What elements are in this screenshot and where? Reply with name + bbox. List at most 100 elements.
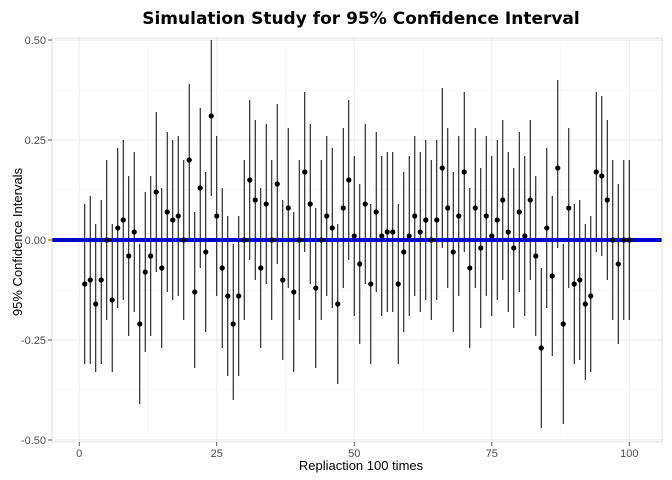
point-estimate bbox=[373, 209, 379, 215]
point-estimate bbox=[577, 277, 583, 283]
point-estimate bbox=[483, 213, 489, 219]
point-estimate bbox=[109, 297, 115, 303]
point-estimate bbox=[417, 229, 423, 235]
point-estimate bbox=[621, 237, 627, 243]
point-estimate bbox=[313, 285, 319, 291]
point-estimate bbox=[571, 281, 577, 287]
point-estimate bbox=[384, 229, 390, 235]
point-estimate bbox=[456, 213, 462, 219]
chart-title: Simulation Study for 95% Confidence Inte… bbox=[142, 9, 580, 29]
point-estimate bbox=[197, 185, 203, 191]
x-tick-label: 0 bbox=[76, 448, 82, 460]
point-estimate bbox=[368, 281, 374, 287]
point-estimate bbox=[549, 273, 555, 279]
point-estimate bbox=[461, 169, 467, 175]
point-estimate bbox=[203, 249, 209, 255]
point-estimate bbox=[87, 277, 93, 283]
point-estimate bbox=[269, 237, 275, 243]
point-estimate bbox=[236, 293, 242, 299]
point-estimate bbox=[192, 289, 198, 295]
point-estimate bbox=[263, 201, 269, 207]
point-estimate bbox=[335, 301, 341, 307]
point-estimate bbox=[324, 213, 330, 219]
point-estimate bbox=[214, 213, 220, 219]
point-estimate bbox=[610, 237, 616, 243]
point-estimate bbox=[555, 165, 561, 171]
point-estimate bbox=[434, 217, 440, 223]
point-estimate bbox=[412, 213, 418, 219]
point-estimate bbox=[511, 245, 517, 251]
point-estimate bbox=[357, 261, 363, 267]
point-estimate bbox=[82, 281, 88, 287]
point-estimate bbox=[131, 229, 137, 235]
point-estimate bbox=[450, 249, 456, 255]
point-estimate bbox=[120, 217, 126, 223]
point-estimate bbox=[115, 225, 121, 231]
point-estimate bbox=[467, 265, 473, 271]
point-estimate bbox=[241, 237, 247, 243]
point-estimate bbox=[472, 205, 478, 211]
point-estimate bbox=[522, 233, 528, 239]
point-estimate bbox=[329, 225, 335, 231]
point-estimate bbox=[401, 249, 407, 255]
point-estimates bbox=[82, 113, 632, 351]
x-tick-label: 25 bbox=[211, 448, 223, 460]
y-tick-label: 0.25 bbox=[25, 135, 46, 147]
point-estimate bbox=[230, 321, 236, 327]
y-axis-title: 95% Confidence Intervals bbox=[10, 167, 25, 316]
point-estimate bbox=[302, 169, 308, 175]
point-estimate bbox=[274, 181, 280, 187]
point-estimate bbox=[582, 301, 588, 307]
point-estimate bbox=[340, 205, 346, 211]
point-estimate bbox=[208, 113, 214, 119]
x-axis-title: Repliaction 100 times bbox=[299, 458, 424, 473]
point-estimate bbox=[362, 201, 368, 207]
point-estimate bbox=[516, 209, 522, 215]
point-estimate bbox=[593, 169, 599, 175]
point-estimate bbox=[137, 321, 143, 327]
point-estimate bbox=[527, 197, 533, 203]
point-estimate bbox=[98, 277, 104, 283]
point-estimate bbox=[307, 201, 313, 207]
point-estimate bbox=[588, 293, 594, 299]
point-estimate bbox=[159, 265, 165, 271]
point-estimate bbox=[406, 233, 412, 239]
point-estimate bbox=[280, 277, 286, 283]
point-estimate bbox=[126, 253, 132, 259]
x-tick-label: 100 bbox=[620, 448, 638, 460]
point-estimate bbox=[247, 177, 253, 183]
point-estimate bbox=[626, 237, 632, 243]
point-estimate bbox=[599, 173, 605, 179]
point-estimate bbox=[219, 265, 225, 271]
point-estimate bbox=[544, 225, 550, 231]
point-estimate bbox=[170, 217, 176, 223]
x-tick-label: 50 bbox=[348, 448, 360, 460]
y-tick-label: -0.25 bbox=[21, 335, 46, 347]
point-estimate bbox=[291, 289, 297, 295]
point-estimate bbox=[604, 197, 610, 203]
point-estimate bbox=[104, 237, 110, 243]
point-estimate bbox=[566, 205, 572, 211]
point-estimate bbox=[615, 261, 621, 267]
point-estimate bbox=[148, 253, 154, 259]
point-estimate bbox=[258, 265, 264, 271]
point-estimate bbox=[351, 233, 357, 239]
point-estimate bbox=[318, 237, 324, 243]
point-estimate bbox=[252, 197, 258, 203]
point-estimate bbox=[390, 229, 396, 235]
point-estimate bbox=[225, 293, 231, 299]
point-estimate bbox=[379, 233, 385, 239]
point-estimate bbox=[153, 189, 159, 195]
point-estimate bbox=[164, 209, 170, 215]
point-estimate bbox=[181, 237, 187, 243]
point-estimate bbox=[93, 301, 99, 307]
point-estimate bbox=[175, 213, 181, 219]
point-estimate bbox=[538, 345, 544, 351]
point-estimate bbox=[428, 237, 434, 243]
point-estimate bbox=[560, 321, 566, 327]
y-tick-label: -0.50 bbox=[21, 435, 46, 447]
point-estimate bbox=[505, 229, 511, 235]
y-tick-label: 0.00 bbox=[25, 235, 46, 247]
point-estimate bbox=[489, 233, 495, 239]
